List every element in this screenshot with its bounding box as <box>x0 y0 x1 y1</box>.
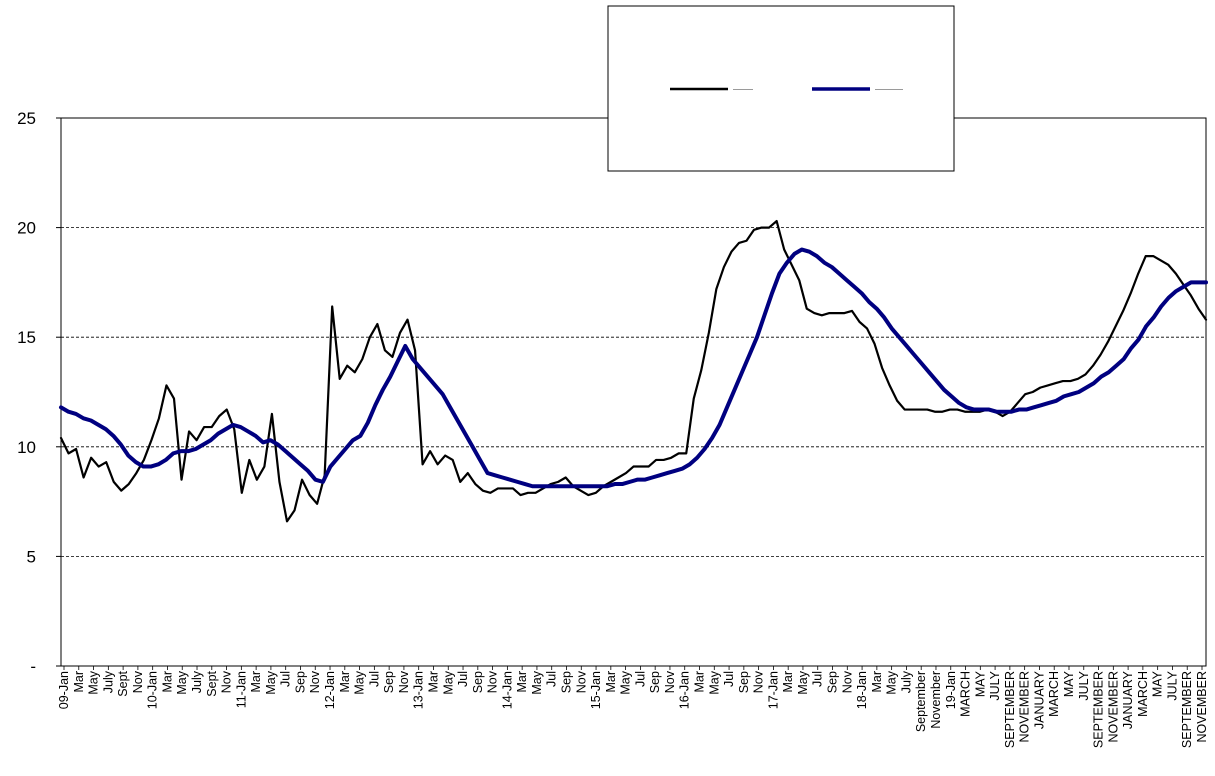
series-line-black <box>59 219 1208 523</box>
x-tick-label: Jul <box>367 671 381 687</box>
x-tick-label: Nov <box>486 670 500 693</box>
x-tick-label: 14-Jan <box>500 671 514 709</box>
x-tick-label: NOVEMBER <box>1195 671 1209 743</box>
x-tick-label: MAY <box>1062 670 1076 697</box>
x-tick-label: May <box>441 670 455 694</box>
x-axis: 09-Jan Mar May July Sept Nov 10-Jan Mar May July S… <box>57 666 1209 748</box>
x-tick-label: Jul <box>279 671 293 687</box>
x-tick-label: May <box>619 670 633 694</box>
x-tick-label: May <box>175 670 189 694</box>
plot-frame <box>60 117 1207 667</box>
x-tick-label: Sep <box>737 671 751 693</box>
x-tick-label: Jul <box>456 671 470 687</box>
x-tick-label: July <box>899 670 913 693</box>
x-tick-label: MAY <box>973 670 987 697</box>
x-tick-label: JULY <box>988 670 1002 700</box>
x-tick-label: May <box>87 670 101 694</box>
x-tick-label: SEPTEMBER <box>1092 671 1106 748</box>
x-tick-label: May <box>885 670 899 694</box>
x-tick-label: Nov <box>663 670 677 693</box>
x-tick-label: Nov <box>131 670 145 693</box>
x-tick-label: 10-Jan <box>146 671 160 709</box>
y-tick-label: 15 <box>17 328 36 347</box>
y-tick-label: 20 <box>17 219 36 238</box>
y-tick-label: - <box>30 657 36 676</box>
gridlines <box>61 227 1206 557</box>
x-tick-label: Mar <box>781 671 795 693</box>
y-tick-label: 10 <box>17 438 36 457</box>
x-tick-label: JANUARY <box>1032 670 1046 729</box>
x-tick-label: 19-Jan <box>944 671 958 709</box>
y-axis: - 5 10 15 20 25 <box>17 109 61 676</box>
x-tick-label: Sep <box>559 671 573 693</box>
x-tick-label: Mar <box>870 671 884 693</box>
legend-box <box>607 5 955 172</box>
x-tick-label: 11-Jan <box>234 671 248 708</box>
x-tick-label: Mar <box>515 671 529 693</box>
series-line-navy <box>59 247 1208 489</box>
x-tick-label: Mar <box>338 671 352 693</box>
x-tick-label: Mar <box>249 671 263 693</box>
x-tick-label: Mar <box>693 671 707 693</box>
x-tick-label: May <box>796 670 810 694</box>
x-tick-label: Nov <box>308 670 322 693</box>
y-tick-label: 5 <box>27 547 36 566</box>
x-tick-label: Sep <box>471 671 485 693</box>
x-tick-label: JANUARY <box>1121 670 1135 729</box>
x-tick-label: Mar <box>160 671 174 693</box>
x-tick-label: Sep <box>293 671 307 693</box>
x-tick-label: Sept <box>205 670 219 696</box>
x-tick-label: NOVEMBER <box>1018 671 1032 743</box>
x-tick-label: 18-Jan <box>855 671 869 709</box>
x-tick-label: JULY <box>1165 670 1179 700</box>
x-tick-label: 17-Jan <box>766 671 780 709</box>
x-tick-label: 12-Jan <box>323 671 337 709</box>
x-tick-label: Mar <box>426 671 440 693</box>
legend <box>607 5 955 172</box>
x-tick-label: Mar <box>604 671 618 693</box>
x-tick-label: Sept <box>116 670 130 696</box>
x-tick-label: July <box>190 670 204 693</box>
x-tick-label: Mar <box>72 671 86 693</box>
x-tick-label: Nov <box>574 670 588 693</box>
x-tick-label: Nov <box>397 670 411 693</box>
x-tick-label: MARCH <box>1136 671 1150 717</box>
x-tick-label: May <box>530 670 544 694</box>
x-tick-label: Sep <box>826 671 840 693</box>
x-tick-label: Jul <box>545 671 559 687</box>
x-tick-label: Nov <box>752 670 766 693</box>
x-tick-label: 13-Jan <box>412 671 426 709</box>
series-lines <box>59 219 1208 523</box>
x-tick-label: Jul <box>811 671 825 687</box>
x-tick-label: 15-Jan <box>589 671 603 709</box>
x-tick-label: NOVEMBER <box>1106 671 1120 743</box>
y-tick-label: 25 <box>17 109 36 128</box>
x-tick-label: May <box>707 670 721 694</box>
x-tick-label: Jul <box>633 671 647 687</box>
x-tick-label: SEPTEMBER <box>1003 671 1017 748</box>
x-tick-label: JULY <box>1077 670 1091 700</box>
x-tick-label: 09-Jan <box>57 671 71 709</box>
x-tick-label: September <box>914 671 928 732</box>
x-tick-label: May <box>264 670 278 694</box>
x-tick-label: November <box>929 671 943 729</box>
x-tick-label: MARCH <box>1047 671 1061 717</box>
x-tick-label: SEPTEMBER <box>1180 671 1194 748</box>
x-tick-label: Jul <box>722 671 736 687</box>
x-tick-label: Nov <box>220 670 234 693</box>
x-tick-label: MARCH <box>959 671 973 717</box>
x-tick-label: Sep <box>648 671 662 693</box>
x-tick-label: Nov <box>840 670 854 693</box>
x-tick-label: Sep <box>382 671 396 693</box>
x-tick-label: MAY <box>1151 670 1165 697</box>
x-tick-label: May <box>353 670 367 694</box>
x-tick-label: 16-Jan <box>678 671 692 709</box>
x-tick-label: July <box>101 670 115 693</box>
